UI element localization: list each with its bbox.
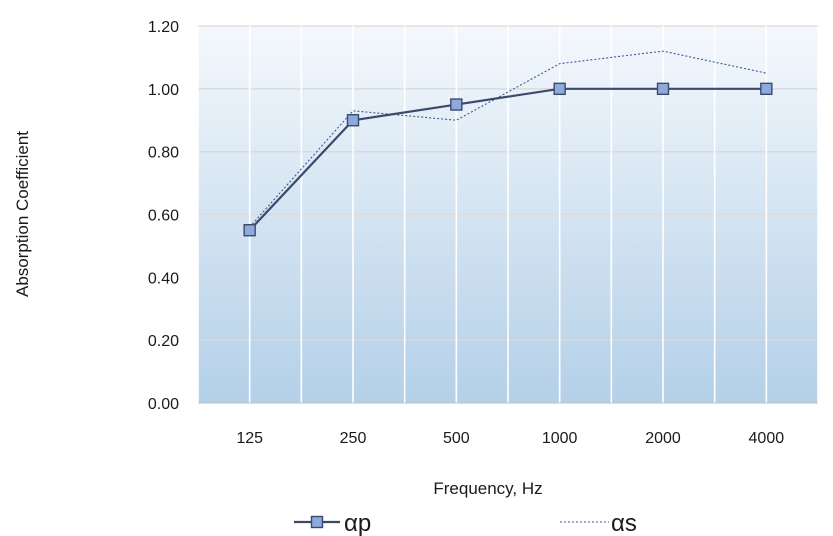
x-axis-tick-labels: 125 250 500 1000 2000 4000 (236, 430, 784, 447)
data-point-marker (346, 114, 360, 127)
x-tick-label: 4000 (749, 430, 785, 447)
y-tick-label: 1.20 (148, 19, 179, 36)
legend-label: αs (611, 510, 637, 536)
series-line (248, 87, 767, 231)
y-axis-tick-labels: 0.00 0.20 0.40 0.60 0.80 1.00 1.20 (148, 19, 179, 413)
y-tick-label: 0.00 (148, 396, 179, 413)
x-axis-title: Frequency, Hz (433, 479, 542, 498)
y-tick-label: 0.80 (148, 145, 179, 162)
y-tick-label: 0.40 (148, 270, 179, 287)
data-point-marker (553, 82, 566, 96)
x-tick-label: 250 (340, 430, 367, 447)
x-tick-label: 500 (443, 430, 470, 447)
y-tick-label: 0.20 (148, 333, 179, 350)
data-point-marker (450, 98, 463, 111)
x-tick-label: 1000 (542, 430, 578, 447)
y-axis-title: Absorption Coefficient (13, 131, 32, 297)
data-point-marker (243, 224, 256, 237)
legend-label: αp (344, 510, 371, 536)
data-point-marker (656, 82, 670, 96)
x-tick-label: 2000 (645, 430, 681, 447)
y-tick-label: 0.60 (148, 208, 179, 225)
legend-swatch-marker (310, 515, 324, 529)
series-line (249, 50, 767, 228)
grid-lines (197, 25, 819, 403)
series-layer (243, 50, 773, 237)
x-tick-label: 125 (236, 430, 263, 447)
y-tick-label: 1.00 (148, 82, 179, 99)
legend: αp αs (294, 510, 637, 536)
data-point-marker (760, 82, 773, 96)
